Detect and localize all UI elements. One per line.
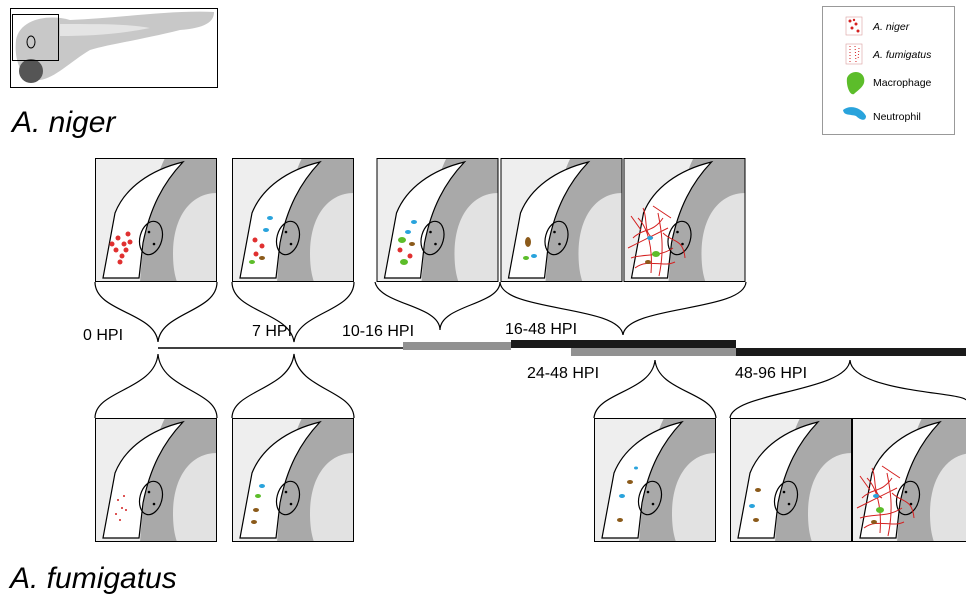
cells: [871, 494, 884, 524]
cells: [115, 495, 127, 521]
time-label: 24-48 HPI: [527, 365, 599, 382]
timeline: [158, 340, 966, 356]
legend: A. niger A. fumigatus Macrophage Neutrop…: [822, 6, 955, 135]
cells: [749, 488, 761, 522]
time-label: 10-16 HPI: [342, 323, 414, 340]
legend-label: A. fumigatus: [872, 49, 932, 61]
cells: [249, 216, 273, 264]
cells: [251, 484, 265, 524]
legend-label: A. niger: [872, 21, 910, 33]
cells: [645, 236, 660, 264]
cells: [109, 231, 133, 265]
legend-label: Macrophage: [873, 77, 932, 89]
cells: [397, 220, 417, 265]
fish-thumbnail: [10, 8, 218, 88]
cells: [617, 466, 638, 522]
species-label: A. fumigatus: [8, 562, 177, 594]
panels-bottom: [95, 418, 966, 542]
time-label: 16-48 HPI: [505, 321, 577, 338]
panels-top: [95, 158, 746, 282]
braces: [94, 281, 966, 419]
time-label: 7 HPI: [252, 323, 292, 340]
time-label: 48-96 HPI: [735, 365, 807, 382]
time-label: 0 HPI: [83, 327, 123, 344]
species-label: A. niger: [10, 106, 116, 139]
cells: [523, 237, 537, 260]
legend-label: Neutrophil: [873, 111, 921, 123]
